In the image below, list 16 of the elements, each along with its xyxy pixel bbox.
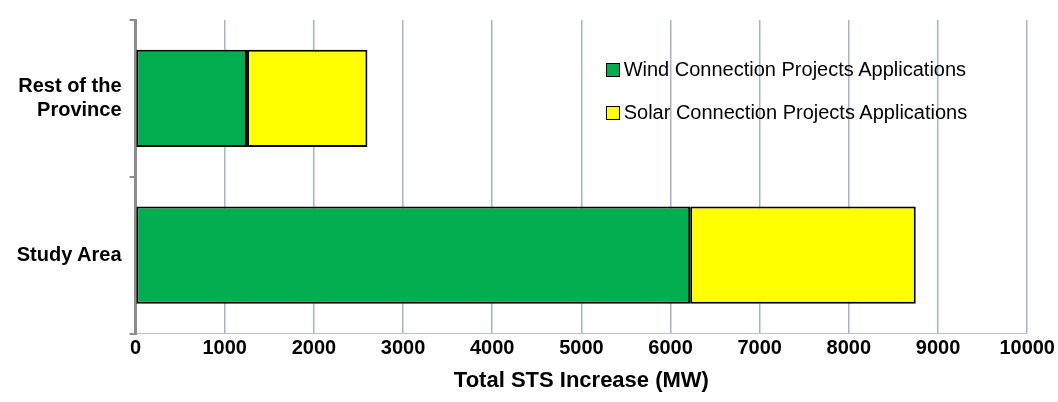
x-tick-label: 7000 (737, 336, 782, 359)
x-tick-label: 10000 (999, 336, 1055, 359)
x-tick-label: 3000 (380, 336, 426, 359)
x-axis-title: Total STS Increase (MW) (453, 366, 709, 392)
x-tick-label: 4000 (469, 336, 515, 359)
x-tick-label: 5000 (559, 336, 604, 359)
legend-label: Wind Connection Projects Applications (623, 58, 967, 81)
x-tick-label: 6000 (648, 336, 693, 359)
x-tick-label: 1000 (202, 336, 247, 359)
y-tick-label: Rest of the Province (18, 73, 122, 120)
x-tick-label: 8000 (826, 336, 872, 359)
legend-label: Solar Connection Projects Applications (623, 101, 968, 124)
y-tick-label: Study Area (16, 242, 123, 265)
x-tick-label: 9000 (915, 336, 961, 359)
x-tick-label: 0 (130, 336, 142, 359)
x-tick-label: 2000 (291, 336, 337, 359)
